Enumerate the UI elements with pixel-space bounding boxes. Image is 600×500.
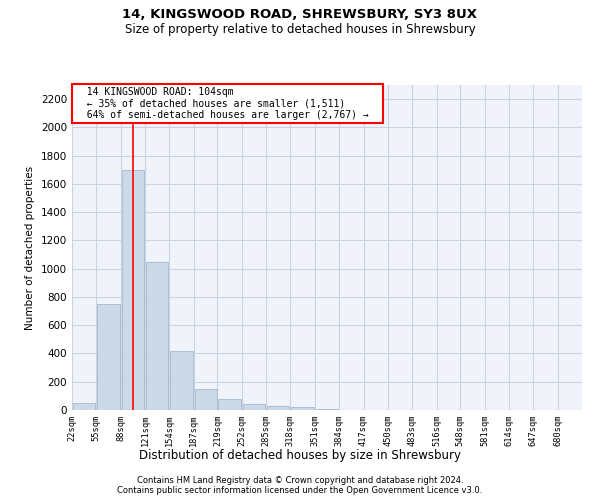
Bar xyxy=(243,404,265,410)
Bar xyxy=(195,389,217,410)
Bar xyxy=(73,403,95,410)
Text: 14, KINGSWOOD ROAD, SHREWSBURY, SY3 8UX: 14, KINGSWOOD ROAD, SHREWSBURY, SY3 8UX xyxy=(122,8,478,20)
Y-axis label: Number of detached properties: Number of detached properties xyxy=(25,166,35,330)
Bar xyxy=(292,407,314,410)
Bar xyxy=(97,304,120,410)
Bar xyxy=(267,406,289,410)
Bar xyxy=(170,350,193,410)
Bar xyxy=(122,170,144,410)
Bar xyxy=(316,408,338,410)
Text: Contains HM Land Registry data © Crown copyright and database right 2024.: Contains HM Land Registry data © Crown c… xyxy=(137,476,463,485)
Text: Size of property relative to detached houses in Shrewsbury: Size of property relative to detached ho… xyxy=(125,22,475,36)
Text: 14 KINGSWOOD ROAD: 104sqm
  ← 35% of detached houses are smaller (1,511)
  64% o: 14 KINGSWOOD ROAD: 104sqm ← 35% of detac… xyxy=(74,86,380,120)
Text: Contains public sector information licensed under the Open Government Licence v3: Contains public sector information licen… xyxy=(118,486,482,495)
Bar xyxy=(218,398,241,410)
Bar xyxy=(146,262,169,410)
Text: Distribution of detached houses by size in Shrewsbury: Distribution of detached houses by size … xyxy=(139,448,461,462)
